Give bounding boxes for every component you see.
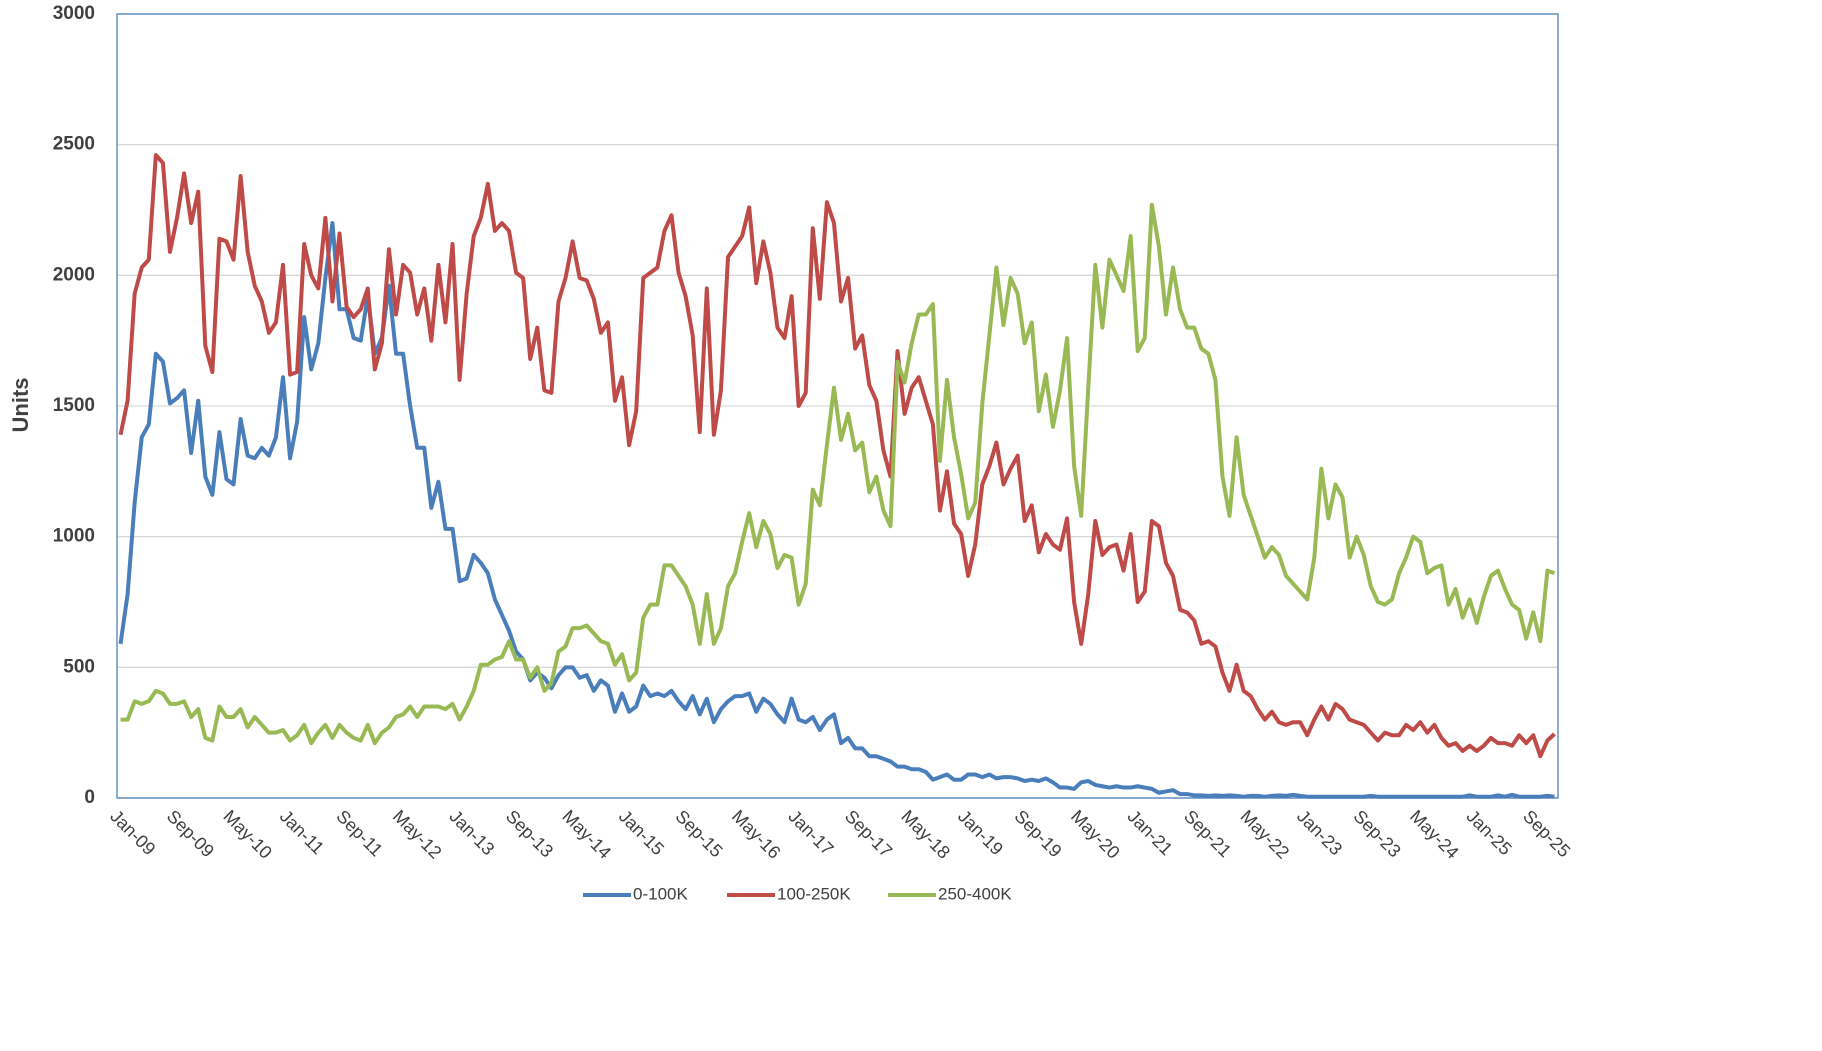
x-tick-label: May-18 [897, 806, 954, 863]
y-tick-label: 2000 [53, 264, 95, 285]
plot-border [116, 13, 1559, 799]
y-tick-label: 2500 [53, 134, 95, 155]
x-tick-label: Sep-09 [163, 806, 218, 861]
x-tick-label: Jan-21 [1124, 806, 1177, 859]
x-tick-label: May-12 [389, 806, 446, 863]
x-tick-label: Sep-25 [1519, 806, 1574, 861]
x-tick-label: Sep-23 [1350, 806, 1405, 861]
x-tick-label: Jan-25 [1463, 806, 1516, 859]
x-tick-label: Sep-15 [671, 806, 726, 861]
y-tick-label: 0 [84, 787, 95, 808]
x-tick-label: Jan-17 [784, 806, 837, 859]
x-tick-label: Jan-23 [1293, 806, 1346, 859]
legend-label: 250-400K [938, 884, 1012, 903]
x-tick-label: Jan-09 [106, 806, 159, 859]
legend-label: 0-100K [633, 884, 688, 903]
x-tick-label: Sep-19 [1011, 806, 1066, 861]
y-axis-label: Units [8, 378, 33, 433]
y-tick-label: 3000 [53, 3, 95, 24]
series-line [118, 153, 1556, 759]
x-tick-label: May-16 [728, 806, 785, 863]
x-tick-label: Jan-13 [445, 806, 498, 859]
x-tick-label: May-10 [219, 806, 276, 863]
x-tick-label: Jan-15 [615, 806, 668, 859]
x-tick-label: Jan-19 [954, 806, 1007, 859]
series-line [120, 202, 1556, 746]
legend-label: 100-250K [777, 884, 851, 903]
x-tick-label: Sep-11 [332, 806, 386, 860]
x-tick-label: Jan-11 [276, 806, 328, 858]
series-line [118, 221, 1555, 799]
y-tick-label: 1000 [53, 526, 95, 547]
x-tick-label: May-20 [1067, 806, 1124, 863]
x-tick-label: May-24 [1406, 806, 1463, 863]
y-tick-label: 500 [63, 656, 95, 677]
x-tick-label: Sep-21 [1180, 806, 1235, 861]
x-tick-label: Sep-17 [841, 806, 896, 861]
x-tick-label: May-22 [1237, 806, 1294, 863]
y-tick-label: 1500 [53, 395, 95, 416]
x-tick-label: Sep-13 [502, 806, 557, 861]
x-tick-label: May-14 [558, 806, 615, 863]
